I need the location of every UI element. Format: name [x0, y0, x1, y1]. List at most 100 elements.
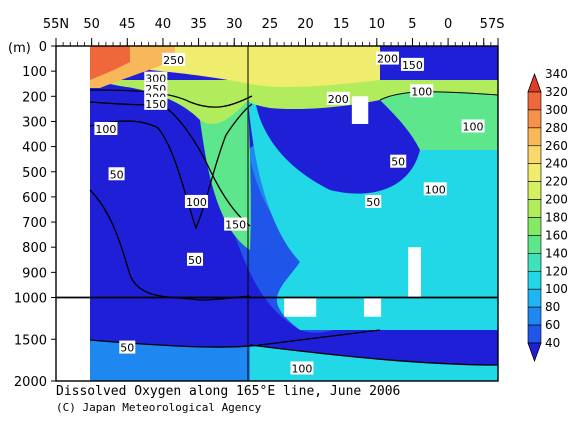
y-tick-label: 400 [22, 141, 47, 156]
x-tick-label: 20 [297, 17, 314, 32]
contour-label: 150 [402, 59, 423, 72]
contour-label-bg [162, 52, 186, 66]
field-band-140-180 [200, 91, 498, 250]
y-axis-ticks: 0 100 200 300 400 500 600 700 800 900 1000 1500 2000 [14, 40, 56, 390]
contour-50-north [89, 189, 251, 301]
contour-label-bg [184, 194, 208, 208]
contour-label-bg [144, 96, 168, 110]
missing-data-patch [363, 297, 382, 317]
x-axis-ticks: 55N 50 45 40 35 30 25 20 15 10 5 0 5 7S [43, 17, 505, 46]
contour-label-bg [326, 91, 350, 105]
contour-label: 250 [163, 54, 184, 67]
missing-data-patch [284, 297, 317, 317]
y-tick-label: 600 [22, 191, 47, 206]
colorbar-label: 300 [545, 103, 568, 117]
contour-label-bg [290, 361, 314, 375]
x-minor-ticks [55, 42, 499, 46]
colorbar-swatch [527, 91, 542, 111]
y-tick-label: 300 [22, 115, 47, 130]
x-tick-label: 5 [408, 17, 416, 32]
colorbar-label: 40 [545, 336, 560, 350]
x-tick-label: 10 [369, 17, 386, 32]
contour-label: 200 [377, 53, 398, 66]
colorbar-swatch [527, 253, 542, 272]
contour-label: 50 [120, 342, 134, 355]
colorbar-label: 100 [545, 282, 568, 296]
colorbar-swatch [527, 145, 542, 165]
colorbar-label: 320 [545, 85, 568, 99]
colorbar-swatch [527, 270, 542, 290]
contour-label-bg [224, 217, 248, 231]
y-tick-label: 1500 [14, 333, 47, 348]
contour-label-bg [94, 121, 118, 135]
y-tick-label: 0 [39, 40, 47, 55]
colorbar-label: 160 [545, 228, 568, 242]
contour-150 [89, 101, 251, 227]
contour-label-bg [423, 182, 447, 196]
colorbar-label: 120 [545, 264, 568, 278]
chart-title: Dissolved Oxygen along 165°E line, June … [56, 384, 401, 399]
contour-label: 100 [425, 183, 446, 196]
contour-label: 100 [95, 123, 116, 136]
colorbar-label: 140 [545, 246, 568, 260]
colorbar-swatch [527, 163, 542, 182]
colorbar-label: 240 [545, 157, 568, 171]
contour-label-bg [187, 252, 204, 266]
contour-label-bg [390, 154, 407, 168]
y-tick-label: 1000 [14, 292, 47, 307]
missing-data-patch [408, 247, 422, 298]
missing-data-patch [351, 96, 369, 124]
y-axis-unit-label: (m) [8, 41, 31, 56]
field-band-180-220 [90, 80, 498, 124]
contour-label-bg [108, 167, 125, 181]
x-tick-label: 5 [480, 17, 488, 32]
contour-label: 50 [391, 156, 405, 169]
contour-label: 50 [110, 168, 124, 181]
colorbar: 40 60 80 100 120 140 160 180 200 220 240 260 280 300 3… [527, 67, 568, 363]
y-tick-label: 700 [22, 216, 47, 231]
colorbar-label: 220 [545, 175, 568, 189]
contour-label: 150 [225, 219, 246, 232]
contour-label-bg [376, 51, 399, 65]
contour-label-bg [119, 340, 136, 354]
contour-label: 100 [411, 85, 432, 98]
y-tick-label: 100 [22, 65, 47, 80]
colorbar-swatch [527, 199, 542, 218]
y-tick-label: 200 [22, 90, 47, 105]
contour-label-bg [461, 119, 485, 133]
field-band-300-340 [90, 46, 130, 80]
contour-label-bg [365, 194, 382, 208]
x-tick-label: 25 [262, 17, 279, 32]
chart-credit: (C) Japan Meteorological Agency [56, 401, 262, 414]
contour-labels: 2502001503002502001501002001001005050100… [94, 51, 485, 375]
field-band-220-260 [150, 46, 380, 87]
contour-label: 100 [291, 362, 312, 375]
contour-label: 50 [366, 196, 380, 209]
x-tick-label: 0 [444, 17, 452, 32]
y-tick-label: 500 [22, 166, 47, 181]
y-tick-label: 800 [22, 241, 47, 256]
contour-label-bg [144, 71, 168, 85]
contour-label: 50 [188, 254, 202, 267]
y-tick-label: 2000 [14, 375, 47, 390]
colorbar-swatch [527, 235, 542, 254]
colorbar-label: 340 [545, 67, 568, 81]
contour-label: 100 [463, 120, 484, 133]
x-tick-label: 15 [333, 17, 350, 32]
colorbar-swatch [527, 288, 542, 308]
contour-200 [89, 89, 253, 108]
colorbar-label: 180 [545, 211, 568, 225]
colorbar-swatch [527, 217, 542, 236]
colorbar-label: 280 [545, 121, 568, 135]
contour-100-deep [249, 344, 498, 366]
colorbar-arrow-high [527, 72, 542, 93]
missing-data-patches [284, 96, 422, 317]
contour-label: 200 [328, 93, 349, 106]
contour-label-bg [400, 57, 424, 71]
contour-100 [89, 103, 253, 230]
contour-label: 150 [145, 98, 166, 111]
colorbar-label: 200 [545, 193, 568, 207]
colorbar-swatch [527, 324, 542, 344]
y-tick-label: 900 [22, 266, 47, 281]
